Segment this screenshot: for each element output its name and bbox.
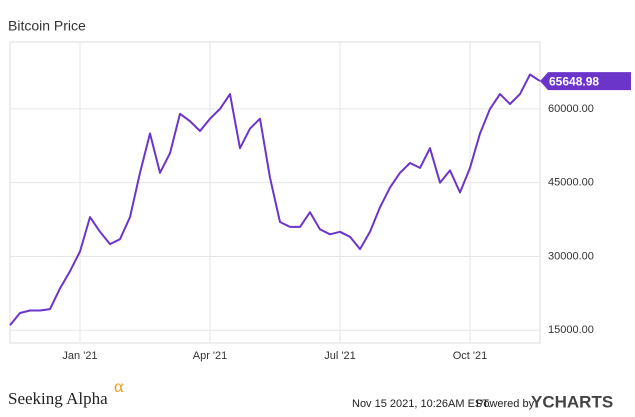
- y-tick-label: 15000.00: [548, 324, 594, 336]
- x-tick-label: Jan '21: [62, 350, 97, 362]
- y-tick-label: 30000.00: [548, 250, 594, 262]
- provider: YCHARTS: [531, 392, 613, 411]
- price-line: [9, 73, 541, 326]
- chart-title: Bitcoin Price: [8, 18, 86, 34]
- x-tick-label: Apr '21: [193, 350, 228, 362]
- last-value-label: 65648.98: [549, 74, 599, 88]
- last-value-box: [540, 72, 631, 91]
- brand-mark: α: [114, 376, 124, 396]
- timestamp: Nov 15 2021, 10:26AM EST.: [352, 398, 491, 410]
- x-tick-label: Jul '21: [324, 350, 355, 362]
- powered-by: Powered by: [476, 398, 535, 410]
- x-tick-label: Oct '21: [453, 350, 488, 362]
- brand: Seeking Alpha: [8, 389, 108, 408]
- y-tick-label: 45000.00: [548, 177, 594, 189]
- y-tick-label: 60000.00: [548, 103, 594, 115]
- plot-frame: [9, 41, 541, 344]
